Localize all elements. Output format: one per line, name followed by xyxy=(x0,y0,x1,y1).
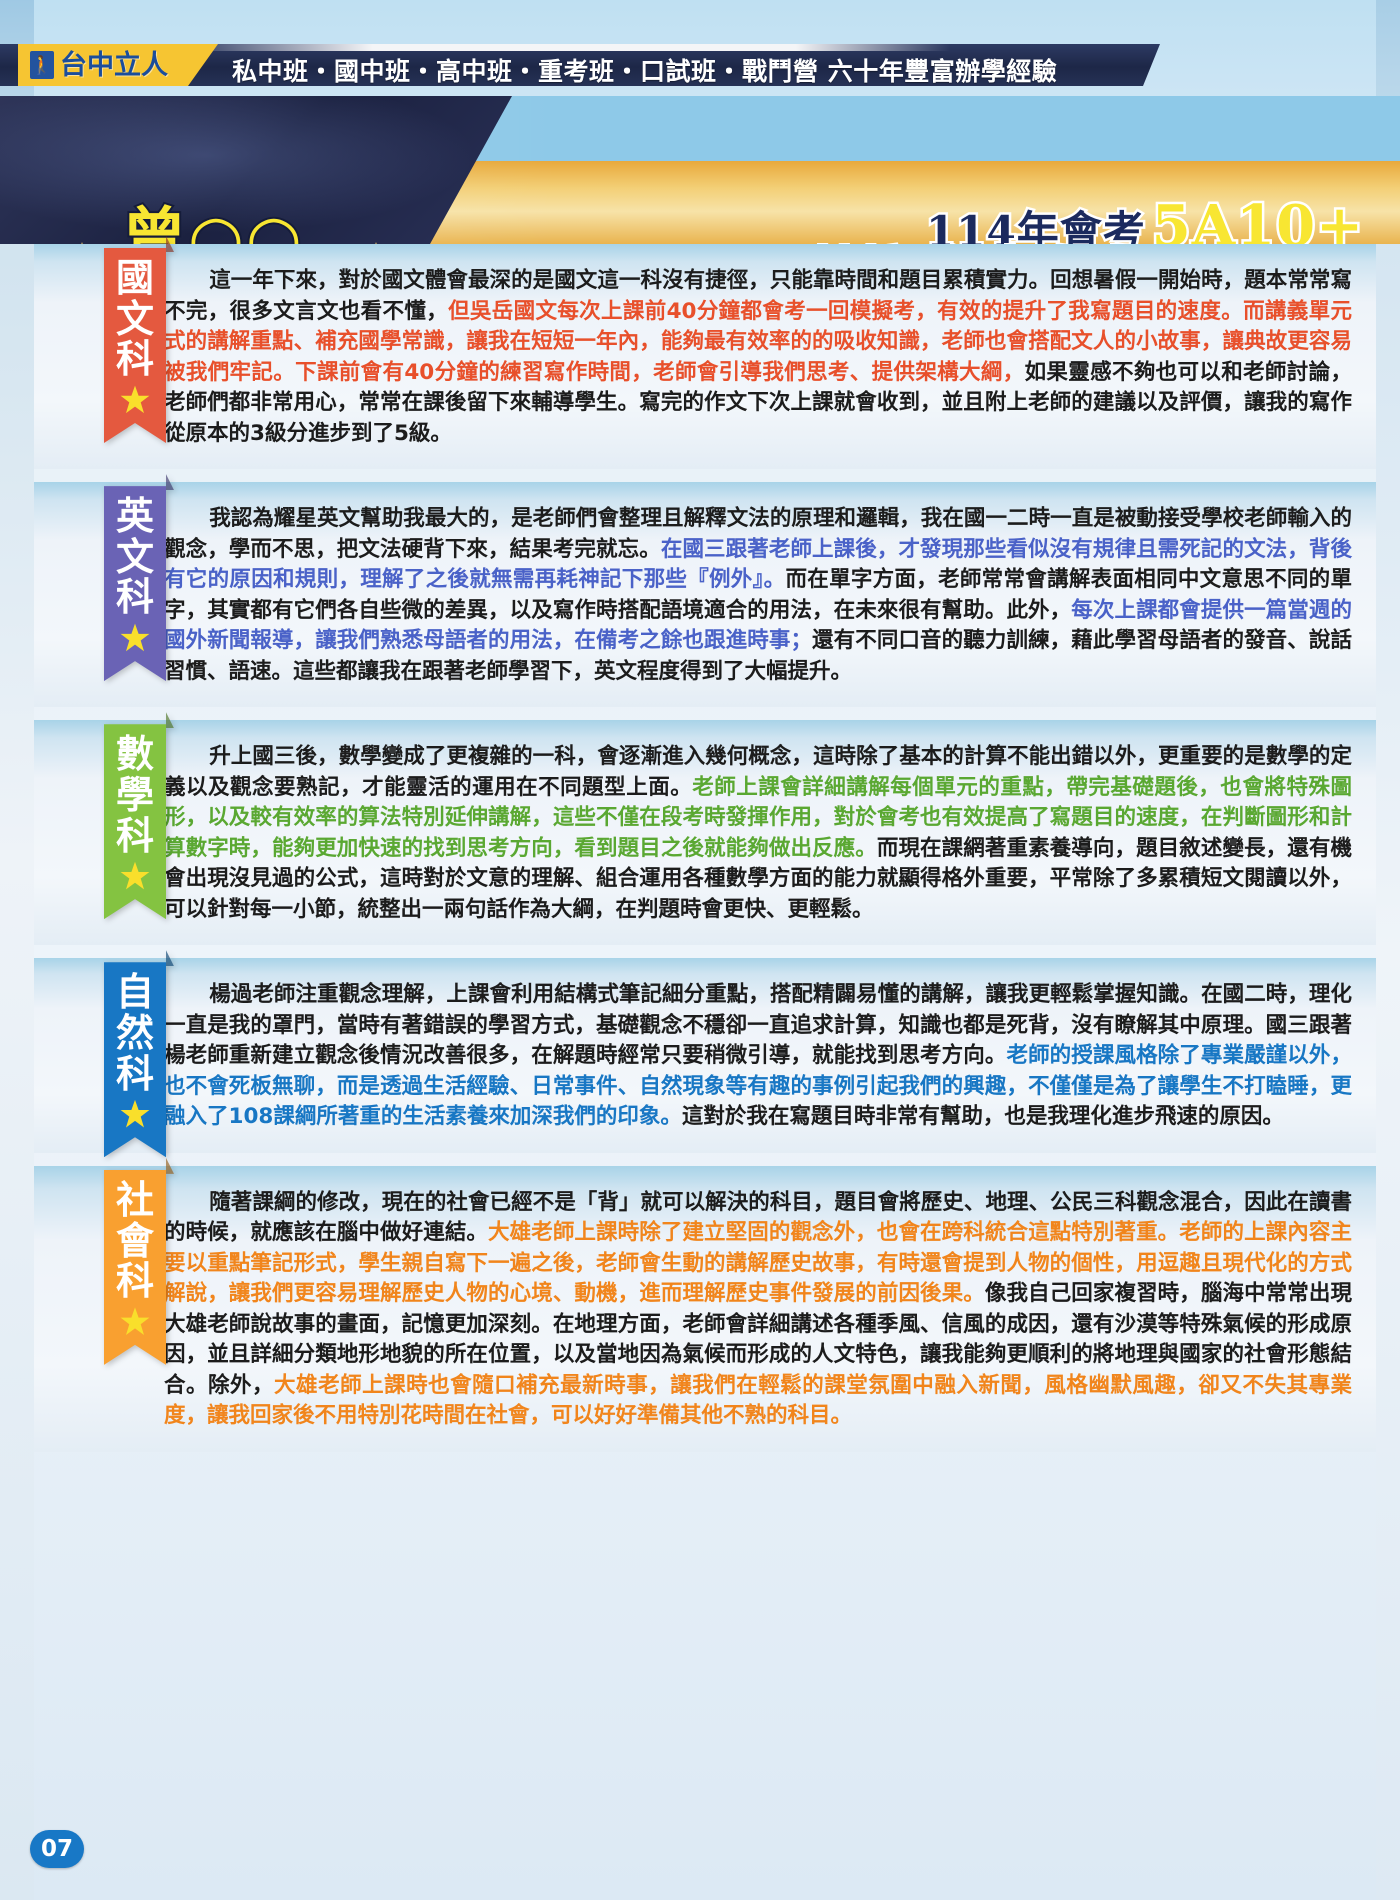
subject-badge-char: 國 xyxy=(115,255,154,300)
header-course-list: 私中班・國中班・高中班・重考班・口試班・戰鬥營 六十年豐富辦學經驗 xyxy=(232,57,1058,86)
page-edge-right xyxy=(1376,0,1400,1900)
subject-badge-char: 然 xyxy=(115,1009,154,1055)
highlighted-text-run: 老師上課會詳細講解每個單元的重點，帶完基礎題後，也會將特殊圖形，以及較有效率的算… xyxy=(164,774,1352,861)
yellow-star-icon xyxy=(120,1307,150,1337)
page-number-badge: 07 xyxy=(30,1830,84,1868)
subject-badge-fold xyxy=(166,950,174,967)
subject-badge-science: 自然科 xyxy=(104,950,174,1157)
section-card: 社會科隨著課綱的修改，現在的社會已經不是「背」就可以解決的科目，題目會將歷史、地… xyxy=(34,1157,1376,1452)
top-header: 🚶 台中立人 私中班・國中班・高中班・重考班・口試班・戰鬥營 六十年豐富辦學經驗 xyxy=(0,30,1400,86)
subject-badge-social: 社會科 xyxy=(104,1157,174,1365)
subject-badge-math: 數學科 xyxy=(104,712,174,919)
subject-badge-ribbon: 英文科 xyxy=(104,486,166,681)
highlighted-text-run: 老師的授課風格除了專業嚴謹以外，也不會死板無聊，而是透過生活經驗、日常事件、自然… xyxy=(164,1043,1352,1130)
subject-badge-ribbon: 社會科 xyxy=(104,1170,166,1365)
subject-badge-char: 科 xyxy=(115,336,154,382)
banner-left-sheen xyxy=(0,96,512,244)
subject-sections: 國文科這一年下來，對於國文體會最深的是國文這一科沒有捷徑，只能靠時間和題目累積實… xyxy=(0,236,1400,1465)
text-run: 我認為耀星英文幫助我最大的，是老師們會整理且解釋文法的原理和邏輯，我在國一二時一… xyxy=(164,506,1352,562)
subject-badge-char: 會 xyxy=(115,1217,154,1263)
section-body-text: 升上國三後，數學變成了更複雜的一科，會逐漸進入幾何概念，這時除了基本的計算不能出… xyxy=(164,742,1352,925)
text-run: 隨著課綱的修改，現在的社會已經不是「背」就可以解決的科目，題目會將歷史、地理、公… xyxy=(164,1189,1352,1246)
subject-badge-fold xyxy=(166,474,174,491)
section-card: 英文科我認為耀星英文幫助我最大的，是老師們會整理且解釋文法的原理和邏輯，我在國一… xyxy=(34,474,1376,708)
highlighted-text-run: 每次上課都會提供一篇當週的國外新聞報導，讓我們熟悉母語者的用法，在備考之餘也跟進… xyxy=(164,597,1352,654)
section-body-text: 隨著課綱的修改，現在的社會已經不是「背」就可以解決的科目，題目會將歷史、地理、公… xyxy=(164,1188,1352,1432)
section-body-text: 這一年下來，對於國文體會最深的是國文這一科沒有捷徑，只能靠時間和題目累積實力。回… xyxy=(164,266,1352,449)
subject-badge-char: 自 xyxy=(115,969,154,1015)
subject-badge-char: 科 xyxy=(115,812,154,858)
subject-badge-char: 社 xyxy=(115,1176,154,1222)
subject-badge-char: 科 xyxy=(115,1258,154,1304)
banner-left-background xyxy=(0,96,512,244)
subject-section-english: 英文科我認為耀星英文幫助我最大的，是老師們會整理且解釋文法的原理和邏輯，我在國一… xyxy=(0,474,1400,708)
text-run: 這對於我在寫題目時非常有幫助，也是我理化進步飛速的原因。 xyxy=(681,1104,1284,1130)
highlighted-text-run: 但吳岳國文每次上課前40分鐘都會考一回模擬考，有效的提升了我寫題目的速度。而講義… xyxy=(164,298,1352,385)
subject-badge-fold xyxy=(166,236,174,252)
section-card: 國文科這一年下來，對於國文體會最深的是國文這一科沒有捷徑，只能靠時間和題目累積實… xyxy=(34,236,1376,470)
section-card: 數學科升上國三後，數學變成了更複雜的一科，會逐漸進入幾何概念，這時除了基本的計算… xyxy=(34,712,1376,946)
subject-section-chinese: 國文科這一年下來，對於國文體會最深的是國文這一科沒有捷徑，只能靠時間和題目累積實… xyxy=(0,236,1400,470)
text-run: 這一年下來，對於國文體會最深的是國文這一科沒有捷徑，只能靠時間和題目累積實力。回… xyxy=(164,268,1352,324)
yellow-star-icon xyxy=(120,385,150,415)
text-run: 還有不同口音的聽力訓練，藉此學習母語者的發音、說話習慣、語速。這些都讓我在跟著老… xyxy=(164,628,1352,684)
subject-section-social: 社會科隨著課綱的修改，現在的社會已經不是「背」就可以解決的科目，題目會將歷史、地… xyxy=(0,1157,1400,1452)
subject-section-science: 自然科楊過老師注重觀念理解，上課會利用結構式筆記細分重點，搭配精闢易懂的講解，讓… xyxy=(0,950,1400,1153)
highlighted-text-run: 大雄老師上課時除了建立堅固的觀念外，也會在跨科統合這點特別著重。老師的上課內容主… xyxy=(164,1220,1352,1307)
subject-badge-char: 英 xyxy=(115,493,154,539)
subject-badge-char: 文 xyxy=(115,533,154,579)
subject-section-math: 數學科升上國三後，數學變成了更複雜的一科，會逐漸進入幾何概念，這時除了基本的計算… xyxy=(0,712,1400,946)
brand-logo-text: 台中立人 xyxy=(60,49,168,81)
subject-badge-char: 科 xyxy=(115,1050,154,1096)
title-banner: 曾○○ （成功國中畢） 114年會考 5A10+ 榮榜 台中女中 (參加課程:國… xyxy=(0,96,1400,311)
subject-badge-char: 學 xyxy=(115,771,154,817)
text-run: 而現在課網著重素養導向，題目敘述變長，還有機會出現沒見過的公式，這時對於文意的理… xyxy=(164,835,1352,922)
subject-badge-char: 文 xyxy=(115,295,154,341)
yellow-star-icon xyxy=(120,1099,150,1129)
page-edge-left xyxy=(0,0,34,1900)
highlighted-text-run: 在國三跟著老師上課後，才發現那些看似沒有規律且需死記的文法，背後有它的原因和規則… xyxy=(164,536,1352,593)
subject-badge-chinese: 國文科 xyxy=(104,236,174,443)
subject-badge-fold xyxy=(166,1157,174,1174)
text-run: 而在單字方面，老師常常會講解表面相同中文意思不同的單字，其實都有它們各自些微的差… xyxy=(164,567,1352,623)
subject-badge-english: 英文科 xyxy=(104,474,174,681)
subject-badge-char: 科 xyxy=(115,574,154,620)
subject-badge-ribbon: 數學科 xyxy=(104,724,166,919)
subject-badge-fold xyxy=(166,712,174,729)
text-run: 升上國三後，數學變成了更複雜的一科，會逐漸進入幾何概念，這時除了基本的計算不能出… xyxy=(164,744,1352,800)
text-run: 楊過老師注重觀念理解，上課會利用結構式筆記細分重點，搭配精闢易懂的講解，讓我更輕… xyxy=(164,982,1352,1069)
section-card: 自然科楊過老師注重觀念理解，上課會利用結構式筆記細分重點，搭配精闢易懂的講解，讓… xyxy=(34,950,1376,1153)
yellow-star-icon xyxy=(120,861,150,891)
highlighted-text-run: 大雄老師上課時也會隨口補充最新時事，讓我們在輕鬆的課堂氛圍中融入新聞，風格幽默風… xyxy=(164,1372,1352,1429)
yellow-star-icon xyxy=(120,623,150,653)
brand-logo[interactable]: 🚶 台中立人 xyxy=(18,44,218,86)
subject-badge-char: 數 xyxy=(115,731,154,777)
subject-badge-ribbon: 國文科 xyxy=(104,248,166,443)
text-run: 像我自己回家複習時，腦海中常常出現大雄老師說故事的畫面，記憶更加深刻。在地理方面… xyxy=(164,1281,1352,1398)
person-logo-icon: 🚶 xyxy=(30,51,54,79)
section-body-text: 我認為耀星英文幫助我最大的，是老師們會整理且解釋文法的原理和邏輯，我在國一二時一… xyxy=(164,504,1352,687)
text-run: 如果靈感不夠也可以和老師討論，老師們都非常用心，常常在課後留下來輔導學生。寫完的… xyxy=(164,359,1352,446)
top-header-gloss xyxy=(180,44,950,51)
section-body-text: 楊過老師注重觀念理解，上課會利用結構式筆記細分重點，搭配精闢易懂的講解，讓我更輕… xyxy=(164,980,1352,1133)
subject-badge-ribbon: 自然科 xyxy=(104,962,166,1157)
